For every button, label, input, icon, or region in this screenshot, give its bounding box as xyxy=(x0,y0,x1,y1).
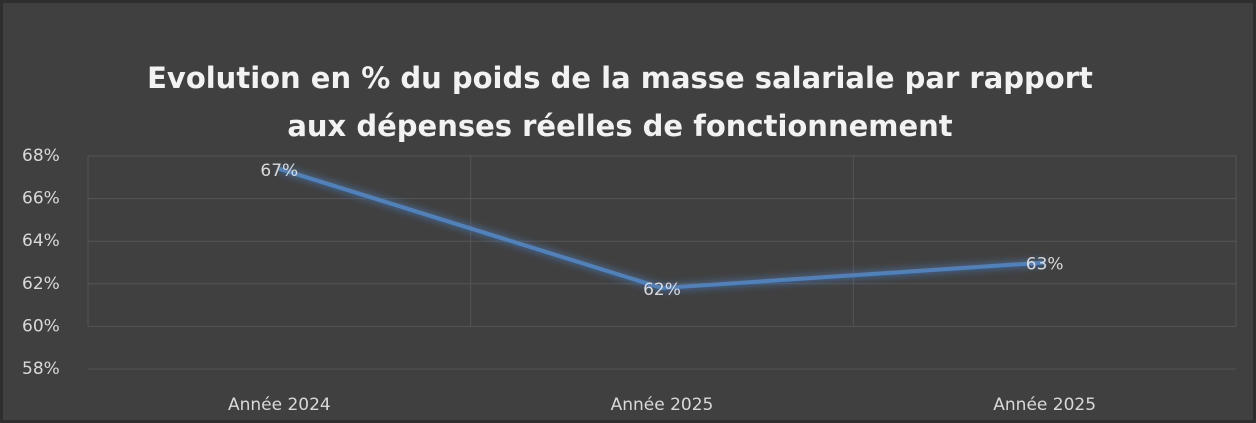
y-tick-label: 64% xyxy=(22,231,60,251)
y-tick-label: 60% xyxy=(22,316,60,336)
chart-title: Evolution en % du poids de la masse sala… xyxy=(147,61,1093,95)
y-tick-label: 68% xyxy=(22,146,60,166)
y-tick-label: 58% xyxy=(22,359,60,379)
y-tick-label: 66% xyxy=(22,189,60,209)
data-label: 62% xyxy=(643,280,681,300)
data-label: 67% xyxy=(260,161,298,181)
chart-title: aux dépenses réelles de fonctionnement xyxy=(287,109,952,143)
x-tick-label: Année 2025 xyxy=(611,395,714,415)
x-tick-label: Année 2024 xyxy=(228,395,331,415)
data-label: 63% xyxy=(1026,255,1064,275)
line xyxy=(278,166,1045,291)
x-tick-label: Année 2025 xyxy=(993,395,1096,415)
y-tick-label: 62% xyxy=(22,274,60,294)
